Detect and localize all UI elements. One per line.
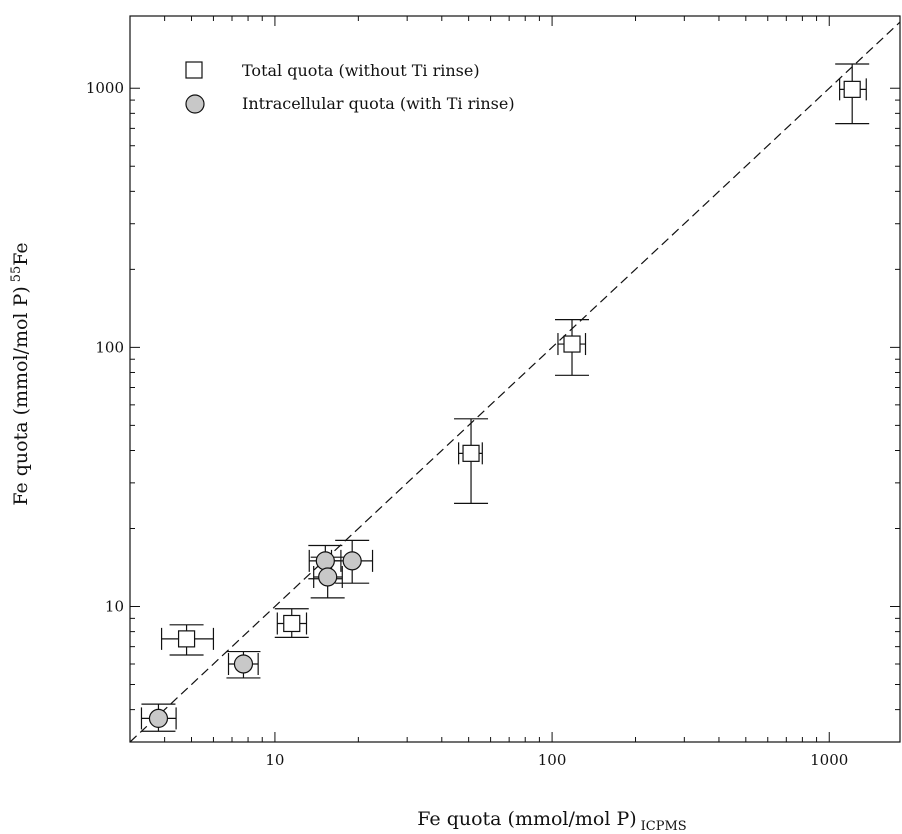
one-to-one-reference-line — [129, 21, 901, 743]
error-bars — [140, 63, 870, 732]
circle-marker — [233, 654, 254, 674]
circle-marker — [148, 708, 169, 728]
x-minor-ticks — [129, 16, 830, 742]
square-marker — [462, 444, 480, 462]
y-tick-label: 10 — [105, 598, 124, 616]
x-tick-labels: 10 100 1000 — [265, 751, 848, 769]
circle-marker — [318, 567, 338, 587]
square-marker — [283, 614, 301, 633]
circle-marker — [315, 551, 335, 571]
legend-circle-marker — [185, 94, 205, 114]
x-tick-label: 1000 — [810, 751, 848, 769]
y-tick-labels: 10 100 1000 — [86, 79, 124, 615]
legend: Total quota (without Ti rinse) Intracell… — [185, 61, 515, 114]
y-axis-title: Fe quota (mmol/mol P)55Fe — [9, 242, 32, 505]
legend-square-marker — [185, 61, 203, 79]
square-marker — [563, 335, 581, 353]
plot-frame — [129, 15, 901, 743]
legend-label-intracellular: Intracellular quota (with Ti rinse) — [242, 94, 515, 113]
y-tick-label: 1000 — [86, 79, 124, 97]
y-minor-ticks — [130, 87, 900, 743]
x-axis-title: Fe quota (mmol/mol P) ICPMS — [417, 808, 686, 834]
y-tick-label: 100 — [95, 338, 124, 356]
square-marker — [177, 630, 196, 648]
square-marker — [843, 80, 861, 98]
circle-marker — [342, 551, 362, 571]
legend-label-total: Total quota (without Ti rinse) — [242, 61, 480, 80]
x-tick-label: 10 — [265, 751, 284, 769]
x-tick-label: 100 — [538, 751, 567, 769]
data-markers — [148, 80, 861, 728]
